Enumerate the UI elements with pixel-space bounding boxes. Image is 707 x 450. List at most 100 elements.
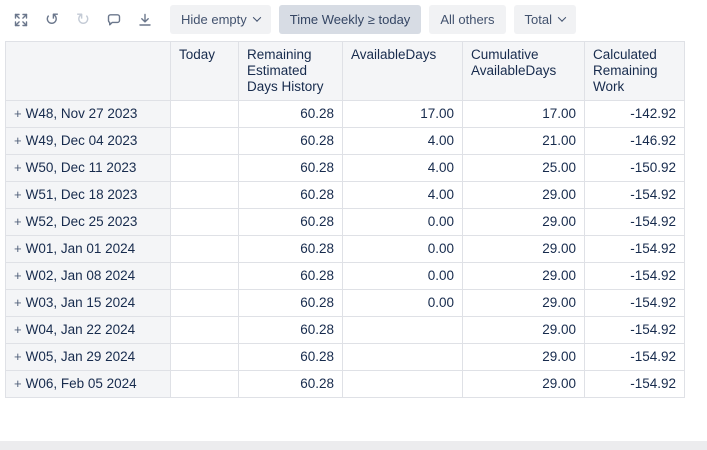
cell-availabledays: [342, 370, 463, 398]
download-icon[interactable]: [136, 11, 154, 29]
cell-cumulative-availabledays: 29.00: [462, 370, 585, 398]
row-label: W06, Feb 05 2024: [25, 376, 137, 391]
table-row: + W51, Dec 18 2023 60.28 4.00 29.00 -154.92: [5, 181, 685, 209]
cell-cumulative-availabledays: 21.00: [462, 127, 585, 155]
cell-calculated-remaining-work: -154.92: [584, 316, 685, 344]
row-label: W52, Dec 25 2023: [25, 214, 138, 229]
cell-today: [170, 343, 239, 371]
total-button[interactable]: Total: [513, 5, 576, 34]
table-row: + W49, Dec 04 2023 60.28 4.00 21.00 -146.92: [5, 127, 685, 155]
row-label: W50, Dec 11 2023: [25, 160, 137, 175]
all-others-button[interactable]: All others: [429, 5, 506, 34]
cell-availabledays: [342, 316, 463, 344]
cell-remaining-estimated-days-history: 60.28: [238, 316, 343, 344]
table-row: + W04, Jan 22 2024 60.28 29.00 -154.92: [5, 316, 685, 344]
row-label-cell[interactable]: + W02, Jan 08 2024: [5, 262, 171, 290]
expand-plus-icon[interactable]: +: [14, 322, 22, 337]
cell-remaining-estimated-days-history: 60.28: [238, 343, 343, 371]
expand-plus-icon[interactable]: +: [14, 349, 22, 364]
expand-icon[interactable]: [12, 11, 30, 29]
column-header-today[interactable]: Today: [170, 41, 239, 101]
table-row: + W06, Feb 05 2024 60.28 29.00 -154.92: [5, 370, 685, 398]
cell-availabledays: 4.00: [342, 154, 463, 182]
column-header-availabledays[interactable]: AvailableDays: [342, 41, 463, 101]
row-label: W51, Dec 18 2023: [25, 187, 138, 202]
row-label-cell[interactable]: + W06, Feb 05 2024: [5, 370, 171, 398]
cell-remaining-estimated-days-history: 60.28: [238, 100, 343, 128]
cell-cumulative-availabledays: 29.00: [462, 235, 585, 263]
cell-today: [170, 289, 239, 317]
cell-calculated-remaining-work: -142.92: [584, 100, 685, 128]
column-header-cumulative-availabledays[interactable]: Cumulative AvailableDays: [462, 41, 585, 101]
table-row: + W05, Jan 29 2024 60.28 29.00 -154.92: [5, 343, 685, 371]
row-label-cell[interactable]: + W04, Jan 22 2024: [5, 316, 171, 344]
row-label-cell[interactable]: + W05, Jan 29 2024: [5, 343, 171, 371]
cell-cumulative-availabledays: 29.00: [462, 208, 585, 236]
cell-availabledays: 4.00: [342, 181, 463, 209]
table-row: + W03, Jan 15 2024 60.28 0.00 29.00 -154.92: [5, 289, 685, 317]
cell-today: [170, 370, 239, 398]
cell-availabledays: 0.00: [342, 262, 463, 290]
expand-plus-icon[interactable]: +: [14, 187, 22, 202]
cell-cumulative-availabledays: 29.00: [462, 316, 585, 344]
row-label: W03, Jan 15 2024: [25, 295, 136, 310]
cell-cumulative-availabledays: 29.00: [462, 181, 585, 209]
cell-remaining-estimated-days-history: 60.28: [238, 154, 343, 182]
expand-plus-icon[interactable]: +: [14, 106, 22, 121]
comment-icon[interactable]: [105, 11, 123, 29]
row-label-cell[interactable]: + W01, Jan 01 2024: [5, 235, 171, 263]
time-weekly-label: Time Weekly ≥ today: [289, 12, 411, 27]
hide-empty-button[interactable]: Hide empty: [170, 5, 271, 34]
expand-plus-icon[interactable]: +: [14, 133, 22, 148]
cell-remaining-estimated-days-history: 60.28: [238, 181, 343, 209]
cell-remaining-estimated-days-history: 60.28: [238, 289, 343, 317]
undo-icon[interactable]: ↺: [44, 9, 60, 29]
cell-availabledays: 0.00: [342, 235, 463, 263]
row-label: W01, Jan 01 2024: [25, 241, 136, 256]
cell-today: [170, 154, 239, 182]
row-label: W48, Nov 27 2023: [25, 106, 138, 121]
cell-remaining-estimated-days-history: 60.28: [238, 370, 343, 398]
row-label-cell[interactable]: + W50, Dec 11 2023: [5, 154, 171, 182]
toolbar-icon-group: ↺ ↻: [12, 11, 154, 29]
row-label-cell[interactable]: + W51, Dec 18 2023: [5, 181, 171, 209]
cell-today: [170, 208, 239, 236]
bottom-strip: [0, 441, 707, 450]
table-row: + W50, Dec 11 2023 60.28 4.00 25.00 -150.92: [5, 154, 685, 182]
row-label: W04, Jan 22 2024: [25, 322, 136, 337]
chevron-down-icon: [252, 12, 261, 22]
expand-plus-icon[interactable]: +: [14, 295, 22, 310]
row-label: W49, Dec 04 2023: [25, 133, 138, 148]
redo-icon[interactable]: ↻: [75, 9, 91, 29]
expand-plus-icon[interactable]: +: [14, 160, 22, 175]
row-label: W02, Jan 08 2024: [25, 268, 136, 283]
toolbar: ↺ ↻ Hide empty Time Weekly ≥ today All o…: [0, 0, 707, 38]
row-label-cell[interactable]: + W49, Dec 04 2023: [5, 127, 171, 155]
cell-today: [170, 316, 239, 344]
cell-calculated-remaining-work: -154.92: [584, 181, 685, 209]
expand-plus-icon[interactable]: +: [14, 268, 22, 283]
expand-plus-icon[interactable]: +: [14, 241, 22, 256]
cell-availabledays: 0.00: [342, 208, 463, 236]
cell-calculated-remaining-work: -154.92: [584, 289, 685, 317]
column-header-remaining-estimated-days-history[interactable]: Remaining Estimated Days History: [238, 41, 343, 101]
hide-empty-label: Hide empty: [181, 12, 247, 27]
header-row: Today Remaining Estimated Days History A…: [5, 41, 685, 101]
cell-availabledays: 4.00: [342, 127, 463, 155]
cell-calculated-remaining-work: -154.92: [584, 208, 685, 236]
row-label-cell[interactable]: + W52, Dec 25 2023: [5, 208, 171, 236]
table-row: + W52, Dec 25 2023 60.28 0.00 29.00 -154.92: [5, 208, 685, 236]
cell-calculated-remaining-work: -146.92: [584, 127, 685, 155]
time-weekly-button[interactable]: Time Weekly ≥ today: [278, 5, 422, 34]
row-label-cell[interactable]: + W03, Jan 15 2024: [5, 289, 171, 317]
row-label-cell[interactable]: + W48, Nov 27 2023: [5, 100, 171, 128]
column-header-calculated-remaining-work[interactable]: Calculated Remaining Work: [584, 41, 685, 101]
cell-today: [170, 235, 239, 263]
cell-calculated-remaining-work: -154.92: [584, 370, 685, 398]
cell-cumulative-availabledays: 29.00: [462, 289, 585, 317]
cell-calculated-remaining-work: -154.92: [584, 343, 685, 371]
cell-remaining-estimated-days-history: 60.28: [238, 262, 343, 290]
expand-plus-icon[interactable]: +: [14, 214, 22, 229]
expand-plus-icon[interactable]: +: [14, 376, 22, 391]
